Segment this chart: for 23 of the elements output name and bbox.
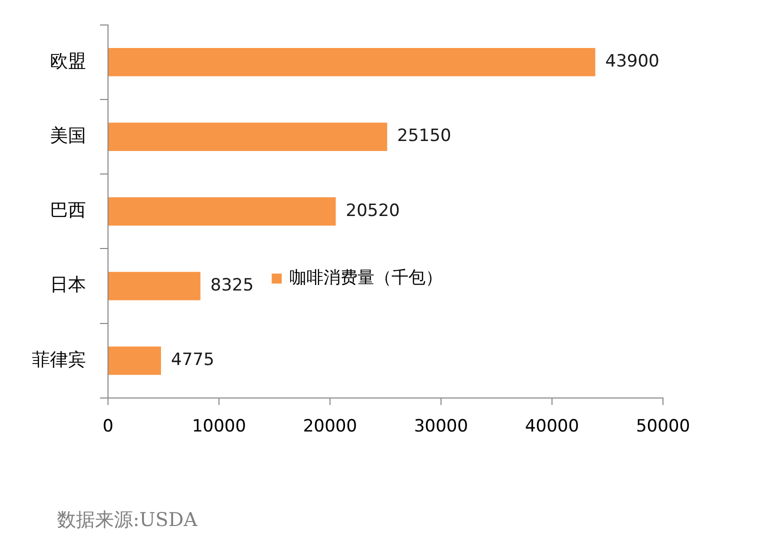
- bar: [108, 346, 162, 375]
- x-tick-label: 0: [102, 416, 114, 437]
- bar: [108, 197, 336, 226]
- y-tick-label: 菲律宾: [32, 349, 86, 370]
- y-tick-label: 巴西: [50, 200, 86, 222]
- data-label: 8325: [210, 275, 254, 296]
- x-tick-label: 10000: [192, 416, 246, 437]
- bar: [108, 272, 200, 300]
- y-tick-label: 欧盟: [50, 50, 86, 72]
- data-label: 20520: [346, 200, 400, 221]
- bar: [108, 122, 388, 151]
- data-label: 4775: [171, 350, 214, 370]
- legend-label: 咖啡消费量（千包）: [290, 268, 443, 288]
- data-label: 25150: [397, 126, 452, 146]
- x-tick-label: 50000: [636, 416, 690, 437]
- y-tick-label: 日本: [50, 274, 86, 296]
- x-tick-label: 30000: [414, 416, 468, 437]
- x-tick-label: 40000: [524, 416, 580, 437]
- data-label: 43900: [605, 52, 660, 72]
- x-tick-label: 20000: [302, 416, 358, 437]
- bar: [108, 48, 596, 76]
- source-note: 数据来源:USDA: [57, 508, 198, 531]
- y-tick-label: 美国: [50, 125, 86, 146]
